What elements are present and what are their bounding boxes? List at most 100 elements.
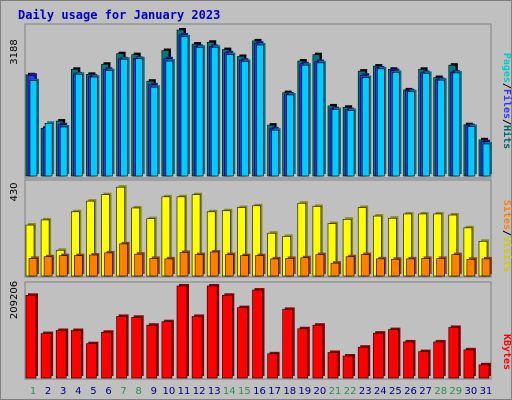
kbytes-bar (282, 309, 294, 379)
kbytes-bar (372, 332, 384, 379)
files-bar (29, 80, 38, 177)
legend-separator: / (501, 230, 512, 236)
sites-bar (285, 258, 295, 277)
files-bar (44, 123, 53, 177)
day-label: 20 (314, 386, 327, 397)
sites-bar (225, 254, 234, 277)
day-label: 29 (449, 386, 462, 397)
files-bar (286, 94, 295, 177)
legend-files: Files (501, 89, 512, 119)
day-label: 9 (151, 386, 157, 397)
sites-bar (209, 251, 219, 277)
day-label: 5 (90, 386, 96, 397)
day-label: 16 (253, 386, 266, 397)
day-label: 21 (329, 386, 342, 397)
kbytes-bar (161, 321, 173, 379)
sites-bar (89, 254, 98, 277)
sites-bar (28, 258, 38, 277)
kbytes-bar (86, 343, 97, 379)
sites-bar (345, 256, 355, 277)
files-bar (105, 70, 113, 177)
sites-bar (58, 255, 68, 277)
legend-separator: / (501, 119, 512, 125)
files-bar (482, 143, 491, 177)
files-bar (241, 61, 249, 177)
day-label: 10 (163, 386, 176, 397)
day-label: 18 (283, 386, 296, 397)
day-label: 2 (45, 386, 51, 397)
sites-bar (391, 259, 400, 277)
files-bar (226, 54, 234, 177)
kbytes-bar (312, 324, 324, 379)
files-bar (407, 91, 415, 177)
day-label: 23 (359, 386, 372, 397)
kbytes-bar (101, 331, 112, 379)
day-label: 7 (120, 386, 126, 397)
files-bar (165, 60, 174, 177)
kbytes-bar (463, 349, 475, 379)
sites-bar (375, 258, 385, 277)
kbytes-bar (206, 285, 218, 379)
kbytes-bar (222, 295, 233, 379)
files-bar (331, 109, 340, 177)
kbytes-bar (418, 351, 429, 379)
day-label: 4 (75, 386, 81, 397)
day-label: 28 (434, 386, 447, 397)
sites-bar (179, 252, 189, 277)
kbytes-bar (327, 352, 339, 379)
day-label: 6 (105, 386, 111, 397)
files-bar (437, 79, 446, 177)
files-bar (361, 77, 370, 177)
day-label: 8 (136, 386, 142, 397)
day-label: 30 (465, 386, 478, 397)
kbytes-bar (176, 285, 188, 379)
sites-bar (43, 256, 53, 277)
day-label: 14 (223, 386, 236, 397)
kbytes-bar (357, 346, 369, 379)
files-bar (422, 73, 430, 177)
sites-bar (300, 257, 310, 277)
kbytes-bar (448, 327, 460, 379)
hits-right-label: Pages/Files/Hits (501, 53, 512, 149)
files-bar (467, 126, 476, 177)
kbytes-bar (252, 289, 263, 379)
kbytes-bar (191, 316, 203, 379)
kbytes-bar (267, 353, 278, 379)
sites-bar (194, 254, 204, 277)
sites-bar (481, 258, 491, 277)
files-bar (180, 36, 189, 177)
sites-bar (270, 258, 279, 277)
day-label: 13 (208, 386, 221, 397)
files-bar (301, 64, 310, 177)
day-label: 17 (268, 386, 281, 397)
sites-bar (149, 258, 159, 277)
sites-bar (240, 255, 249, 277)
day-label: 19 (298, 386, 311, 397)
sites-bar (255, 255, 264, 277)
sites-bar (436, 258, 446, 277)
day-label: 27 (419, 386, 432, 397)
legend-separator: / (501, 83, 512, 89)
sites-bar (421, 258, 430, 277)
hits-ymax-label: 3188 (9, 39, 20, 64)
sites-bar (104, 252, 113, 277)
files-bar (90, 76, 98, 177)
kbytes-bar (388, 329, 399, 379)
chart-title: Daily usage for January 2023 (18, 8, 221, 22)
sites-bar (451, 254, 461, 277)
kbytes-bar (342, 355, 354, 379)
files-bar (316, 62, 325, 177)
kbytes-bar (478, 364, 490, 379)
day-label: 22 (344, 386, 357, 397)
kbytes-bar (131, 317, 142, 379)
sites-bar (164, 258, 174, 277)
visits-ymax-label: 430 (9, 182, 20, 201)
kbytes-bar (433, 341, 445, 379)
files-bar (271, 129, 279, 177)
legend-pages: Pages (501, 53, 512, 83)
files-bar (195, 47, 204, 177)
sites-bar (330, 262, 340, 277)
files-bar (75, 74, 83, 177)
files-bar (210, 47, 219, 177)
